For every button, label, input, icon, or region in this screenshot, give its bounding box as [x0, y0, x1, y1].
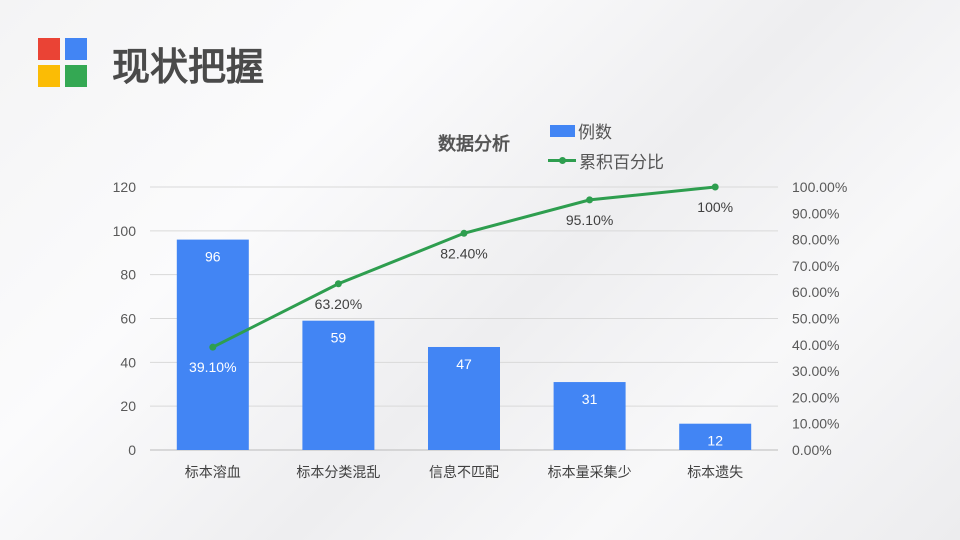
x-tick-label: 标本分类混乱 [296, 464, 380, 480]
line-data-label: 82.40% [440, 245, 487, 261]
y-right-tick-label: 30.00% [792, 363, 839, 379]
y-right-tick-label: 40.00% [792, 337, 839, 353]
bar-data-label: 96 [205, 249, 221, 265]
legend-bar-label: 例数 [578, 123, 612, 142]
y-left-tick-label: 80 [120, 267, 136, 283]
chart-title: 数据分析 [438, 134, 510, 154]
line-point [209, 343, 217, 351]
line-point [711, 183, 719, 191]
bar [679, 423, 752, 450]
line-series [212, 185, 716, 349]
legend-item-bar: 例数 [550, 118, 612, 143]
legend-item-line: 累积百分比 [548, 148, 664, 173]
bar [553, 382, 626, 450]
y-left-tick-label: 100 [113, 223, 137, 239]
bar-data-label: 12 [707, 433, 723, 449]
y-left-tick-label: 20 [120, 398, 136, 414]
x-tick-label: 标本溶血 [185, 464, 241, 480]
y-right-tick-label: 70.00% [792, 258, 839, 274]
page-title: 现状把握 [112, 47, 265, 89]
y-right-tick-label: 60.00% [792, 284, 839, 300]
legend-bar-swatch [550, 124, 575, 137]
line-point [334, 280, 342, 288]
y-left-tick-label: 120 [113, 179, 137, 195]
y-left-tick-label: 40 [120, 354, 136, 370]
bar-data-label: 59 [331, 330, 347, 346]
line-point [586, 196, 594, 204]
logo-icon [38, 38, 88, 88]
y-right-tick-label: 100.00% [792, 179, 847, 195]
y-right-tick-label: 90.00% [792, 205, 839, 221]
y-right-tick-label: 50.00% [792, 311, 839, 327]
x-tick-label: 信息不匹配 [429, 464, 499, 480]
y-left-tick-label: 0 [128, 442, 136, 458]
y-left-tick-label: 60 [120, 311, 136, 327]
bar [302, 320, 375, 450]
bar-data-label: 47 [456, 356, 472, 372]
line-data-label: 95.10% [566, 212, 613, 228]
y-right-tick-label: 20.00% [792, 389, 839, 405]
line-data-label: 100% [697, 199, 733, 215]
x-tick-label: 标本量采集少 [548, 464, 632, 480]
line-data-label: 39.10% [189, 359, 236, 375]
legend-line-label: 累积百分比 [579, 153, 664, 172]
line-data-label: 63.20% [315, 296, 362, 312]
line-point [460, 229, 468, 237]
bar-data-label: 31 [582, 391, 598, 407]
legend-line-swatch [548, 157, 576, 164]
x-tick-label: 标本遗失 [687, 464, 743, 480]
y-right-tick-label: 10.00% [792, 416, 839, 432]
y-right-tick-label: 0.00% [792, 442, 832, 458]
bar [428, 346, 500, 450]
y-right-tick-label: 80.00% [792, 232, 839, 248]
